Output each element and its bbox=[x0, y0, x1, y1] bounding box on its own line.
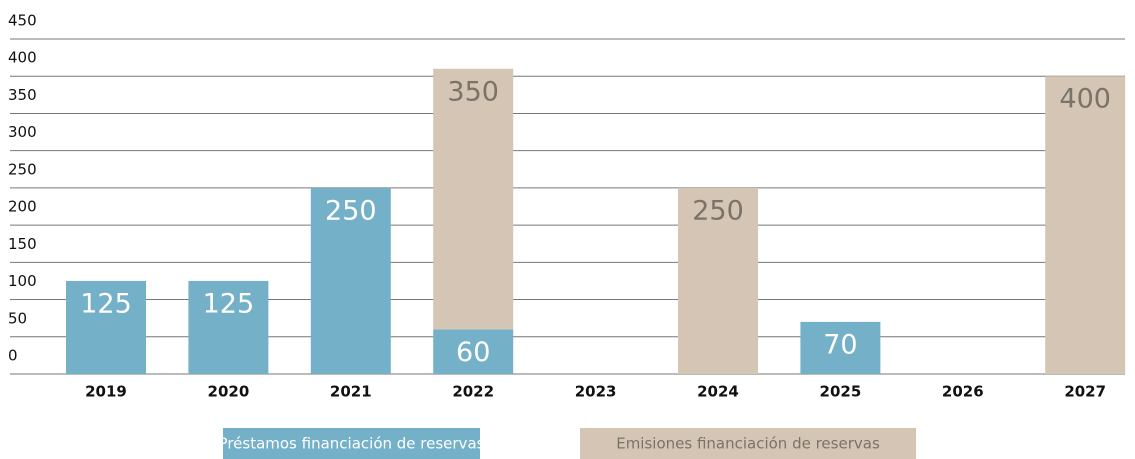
y-tick-label: 50 bbox=[8, 309, 27, 327]
y-tick-label: 350 bbox=[8, 86, 37, 104]
value-label: 125 bbox=[80, 288, 132, 319]
y-tick-label: 250 bbox=[8, 160, 37, 178]
x-tick-label: 2022 bbox=[452, 383, 494, 401]
y-tick-label: 450 bbox=[8, 12, 37, 30]
x-tick-label: 2021 bbox=[330, 383, 372, 401]
y-tick-label: 300 bbox=[8, 123, 37, 141]
legend-label: Préstamos financiación de reservas bbox=[219, 435, 485, 453]
x-tick-label: 2023 bbox=[575, 383, 617, 401]
bar bbox=[188, 280, 269, 374]
value-label: 250 bbox=[325, 195, 377, 226]
bar bbox=[433, 68, 514, 330]
y-tick-label: 400 bbox=[8, 49, 37, 67]
legend-swatch bbox=[580, 428, 916, 459]
bar bbox=[66, 280, 146, 374]
bar bbox=[800, 321, 881, 374]
x-tick-label: 2024 bbox=[697, 383, 739, 401]
x-tick-label: 2019 bbox=[85, 383, 127, 401]
bar bbox=[310, 187, 391, 374]
value-label: 125 bbox=[203, 288, 255, 319]
bar bbox=[1045, 76, 1126, 374]
y-tick-label: 0 bbox=[8, 347, 18, 365]
y-tick-label: 100 bbox=[8, 272, 37, 290]
x-tick-label: 2026 bbox=[942, 383, 984, 401]
y-tick-label: 200 bbox=[8, 198, 37, 216]
value-label: 350 bbox=[447, 76, 499, 107]
value-label: 70 bbox=[823, 329, 857, 360]
x-tick-label: 2025 bbox=[820, 383, 862, 401]
x-tick-label: 2027 bbox=[1064, 383, 1106, 401]
x-tick-label: 2020 bbox=[208, 383, 250, 401]
bar bbox=[433, 329, 514, 374]
legend-swatch bbox=[223, 428, 480, 459]
y-tick-label: 150 bbox=[8, 235, 37, 253]
bar bbox=[678, 187, 758, 374]
value-label: 250 bbox=[692, 195, 744, 226]
value-label: 400 bbox=[1059, 84, 1111, 115]
value-label: 60 bbox=[456, 337, 490, 368]
legend-label: Emisiones financiación de reservas bbox=[616, 435, 880, 453]
